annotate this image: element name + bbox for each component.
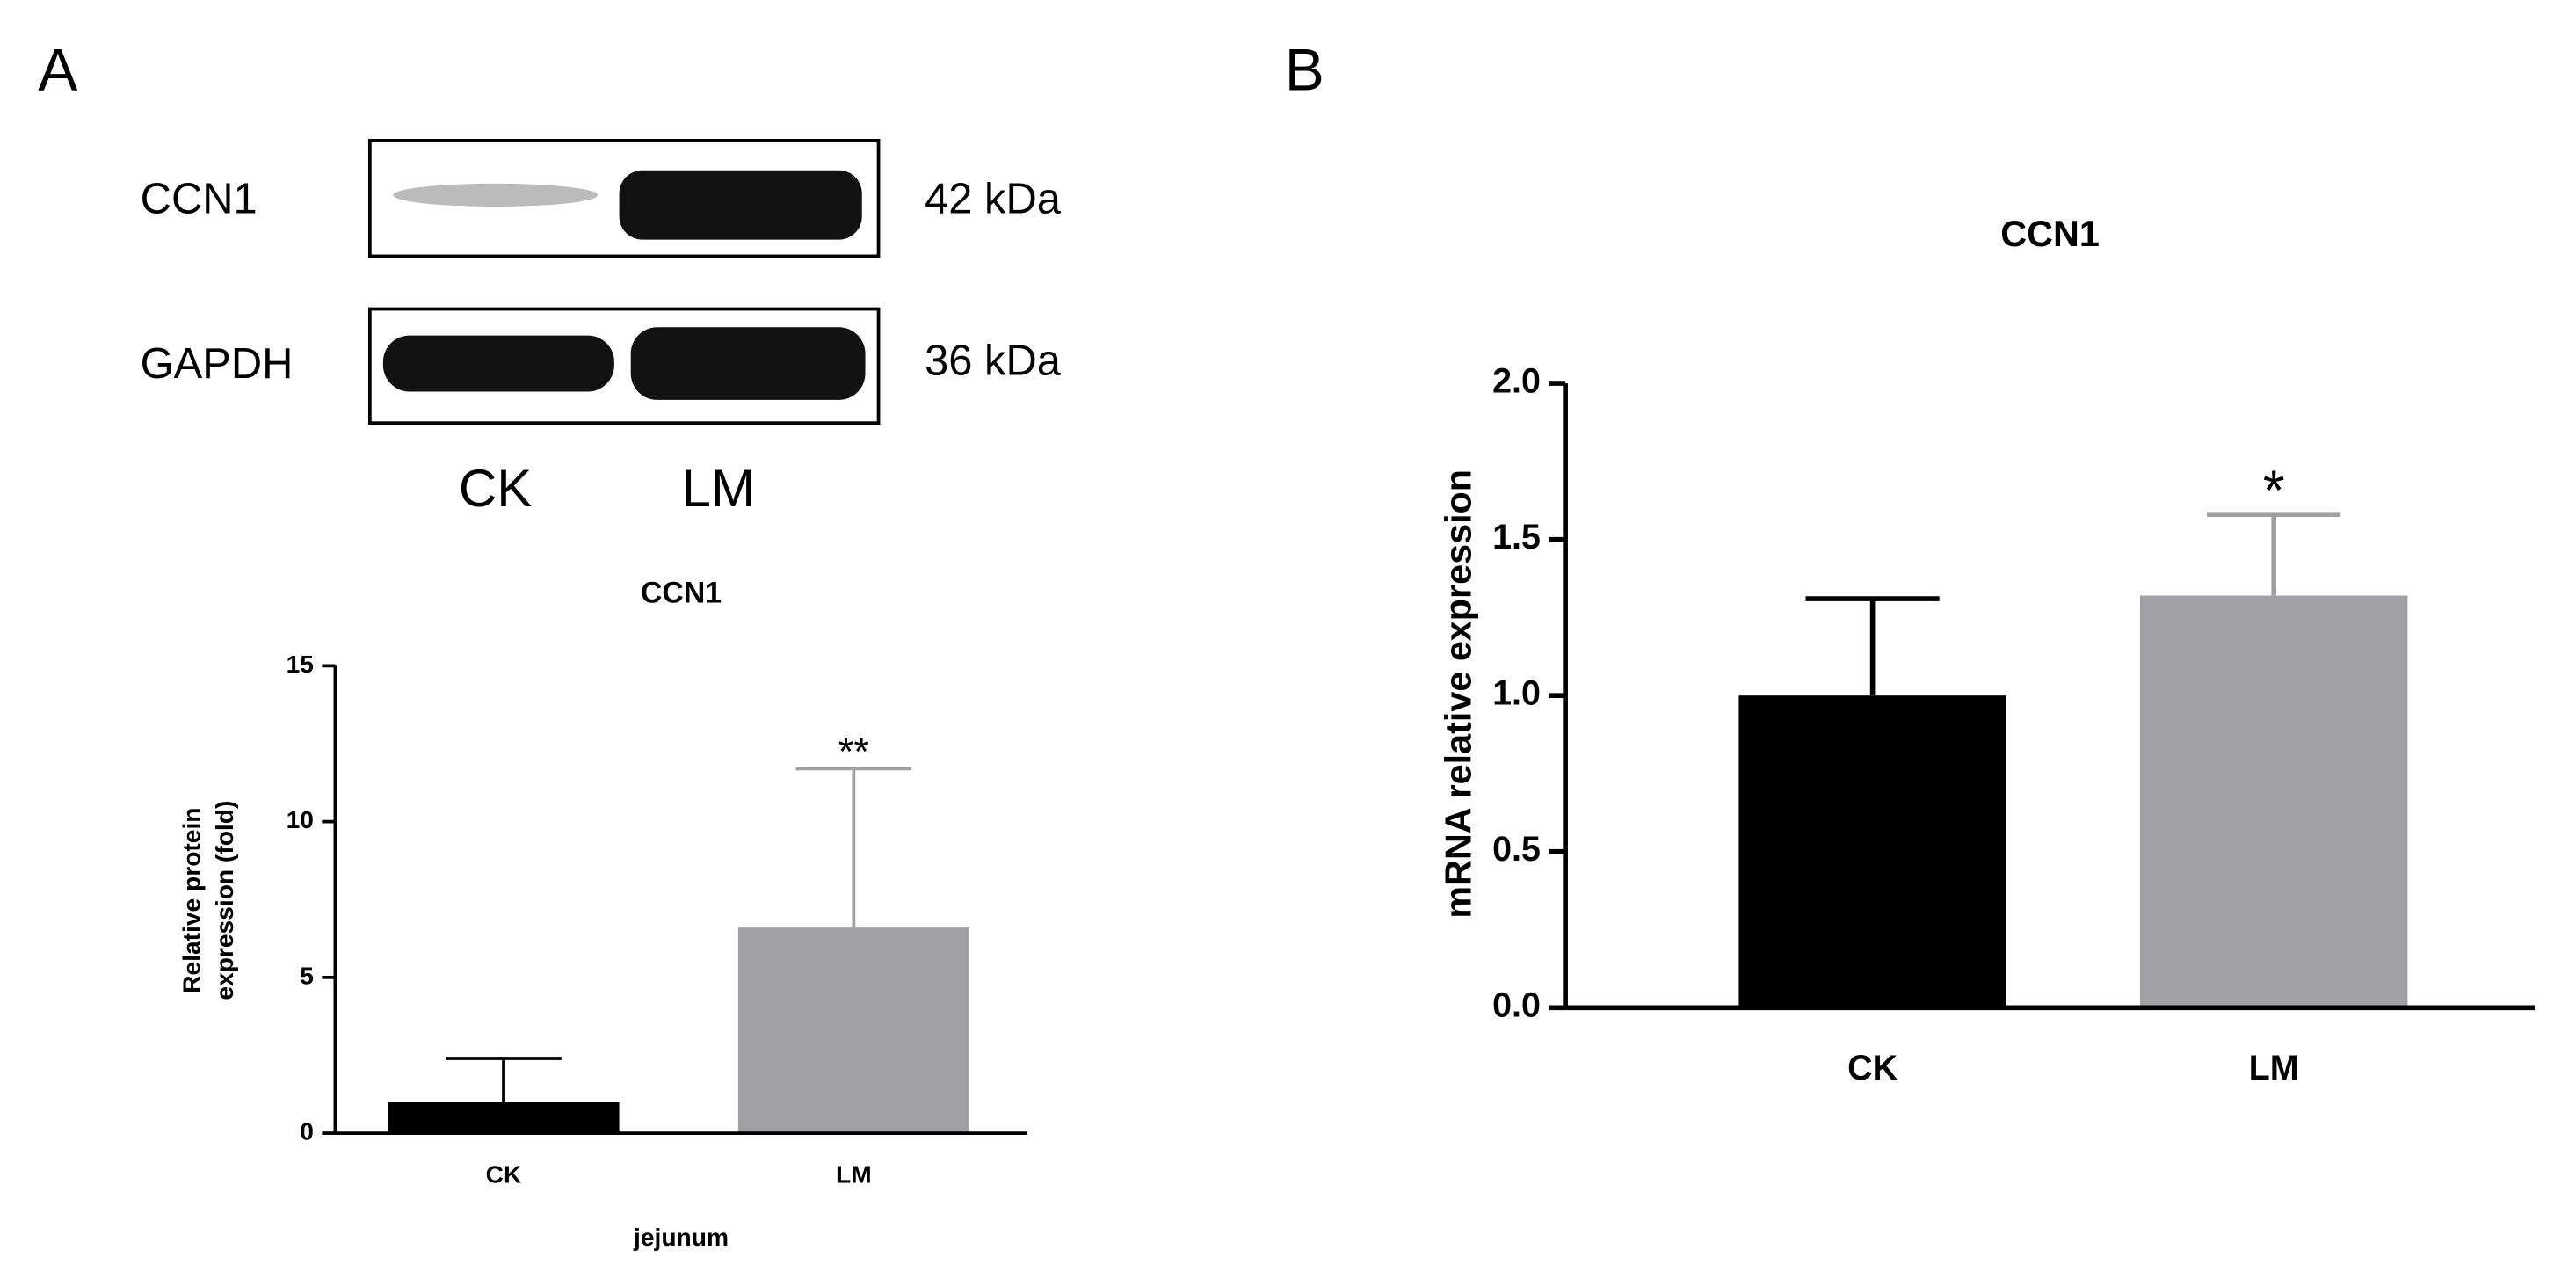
y-axis-label: Relative protein <box>177 807 205 993</box>
chart-title: CCN1 <box>2000 214 2100 254</box>
y-tick-label: 0 <box>300 1117 314 1145</box>
blot-size: 42 kDa <box>925 175 1062 222</box>
y-tick-label: 1.5 <box>1492 518 1541 556</box>
significance-mark: * <box>2263 459 2285 522</box>
blot-band <box>619 170 862 240</box>
y-tick-label: 15 <box>287 650 314 678</box>
x-tick-label: LM <box>2249 1049 2299 1087</box>
significance-mark: ** <box>838 729 869 774</box>
blot-row-label: CCN1 <box>141 175 258 222</box>
chart-title: CCN1 <box>641 577 722 610</box>
y-tick-label: 0.0 <box>1492 986 1541 1025</box>
y-axis-label: expression (fold) <box>210 801 238 1000</box>
bar <box>737 927 969 1134</box>
bar <box>388 1102 620 1134</box>
blot-band <box>630 327 866 400</box>
y-tick-label: 2.0 <box>1492 362 1541 401</box>
x-tick-label: CK <box>486 1160 522 1188</box>
y-tick-label: 5 <box>300 961 314 989</box>
blot-band <box>393 183 599 207</box>
y-tick-label: 1.0 <box>1492 674 1541 713</box>
blot-size: 36 kDa <box>925 337 1062 384</box>
bar <box>1738 695 2006 1008</box>
blot-lane: LM <box>682 459 756 518</box>
blot-row-label: GAPDH <box>141 340 294 388</box>
y-axis-label: mRNA relative expression <box>1439 469 1479 919</box>
x-tick-label: LM <box>836 1160 872 1188</box>
blot-band <box>382 335 614 392</box>
panel-label: B <box>1285 38 1324 104</box>
blot-lane: CK <box>459 459 533 518</box>
bar <box>2139 595 2408 1008</box>
x-axis-label: jejunum <box>633 1223 729 1251</box>
y-tick-label: 0.5 <box>1492 830 1541 869</box>
panel-label: A <box>38 38 77 104</box>
y-tick-label: 10 <box>287 805 314 833</box>
x-tick-label: CK <box>1847 1049 1898 1087</box>
